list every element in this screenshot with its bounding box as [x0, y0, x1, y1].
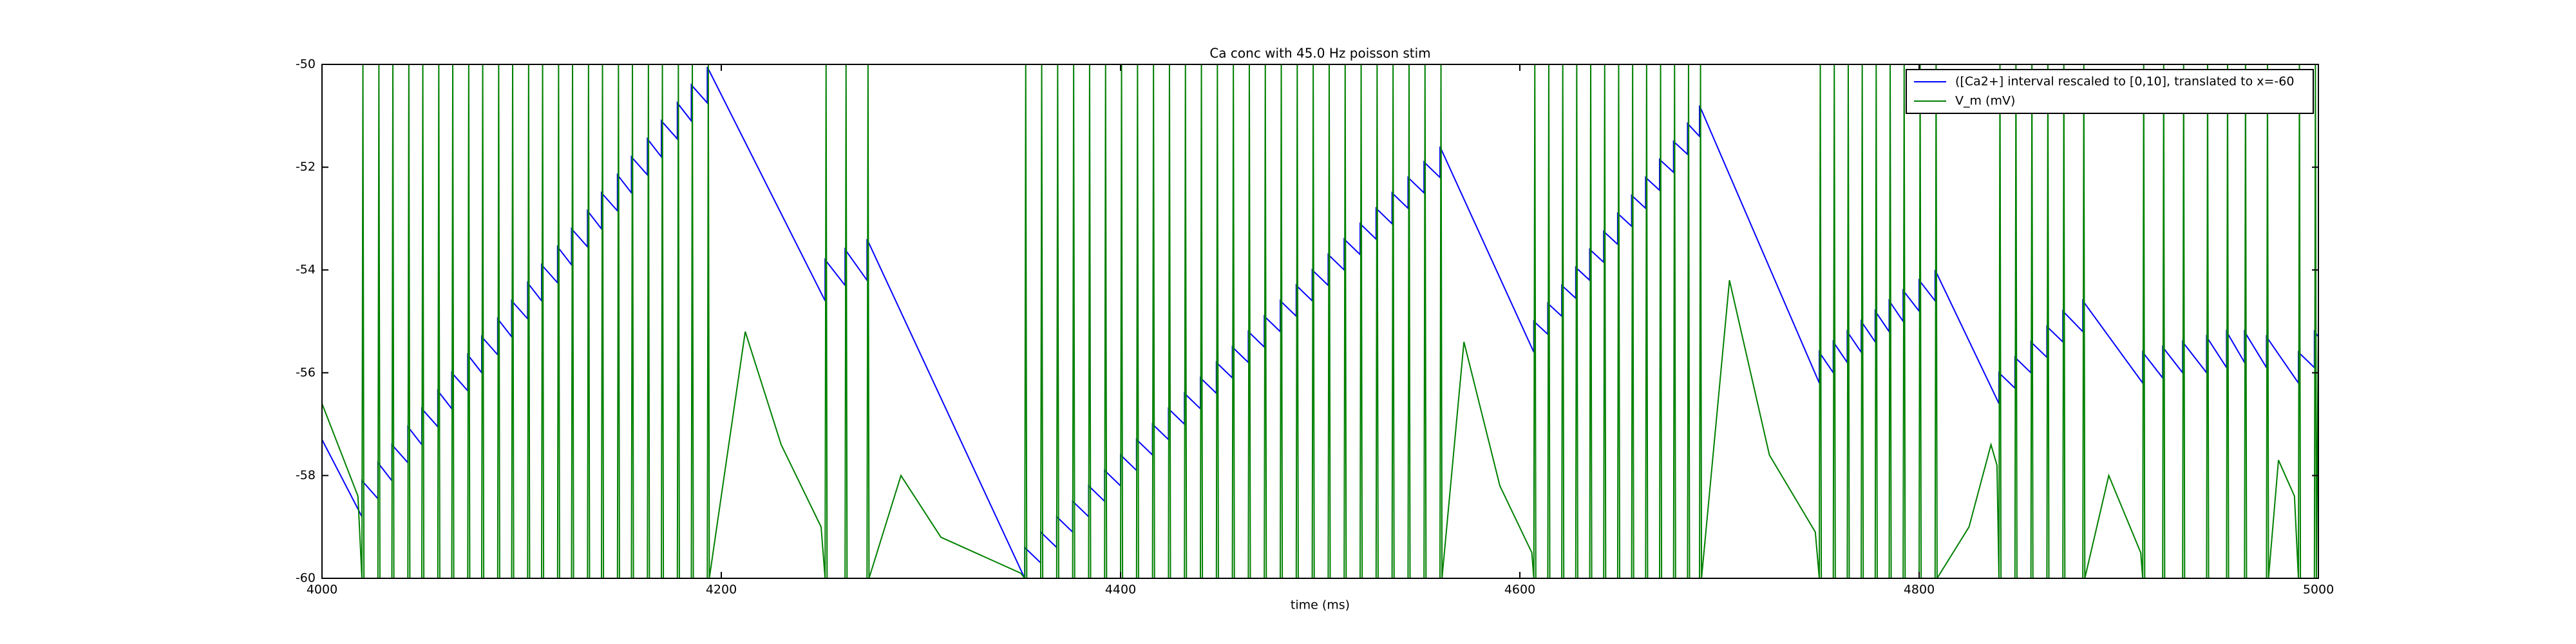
x-axis-label: time (ms) [1291, 598, 1350, 612]
legend: ([Ca2+] interval rescaled to [0,10], tra… [1906, 69, 2314, 114]
y-tick-label: -54 [296, 263, 316, 277]
y-tick-label: -56 [296, 365, 316, 379]
chart-title: Ca conc with 45.0 Hz poisson stim [1209, 46, 1430, 61]
y-tick-label: -60 [296, 571, 316, 585]
y-tick-label: -52 [296, 160, 316, 174]
x-tick-label: 4200 [706, 583, 737, 597]
x-tick-label: 4800 [1904, 583, 1935, 597]
plot-area [322, 64, 2318, 578]
axes-frame [321, 64, 2319, 579]
x-tick-label: 5000 [2303, 583, 2334, 597]
x-tick-label: 4600 [1504, 583, 1535, 597]
legend-box [1906, 69, 2314, 114]
y-tick-label: -58 [296, 468, 316, 482]
x-tick-label: 4000 [307, 583, 337, 597]
legend-label: V_m (mV) [1955, 94, 2015, 108]
legend-label: ([Ca2+] interval rescaled to [0,10], tra… [1955, 75, 2294, 89]
y-tick-label: -50 [296, 57, 316, 71]
x-tick-label: 4400 [1105, 583, 1136, 597]
